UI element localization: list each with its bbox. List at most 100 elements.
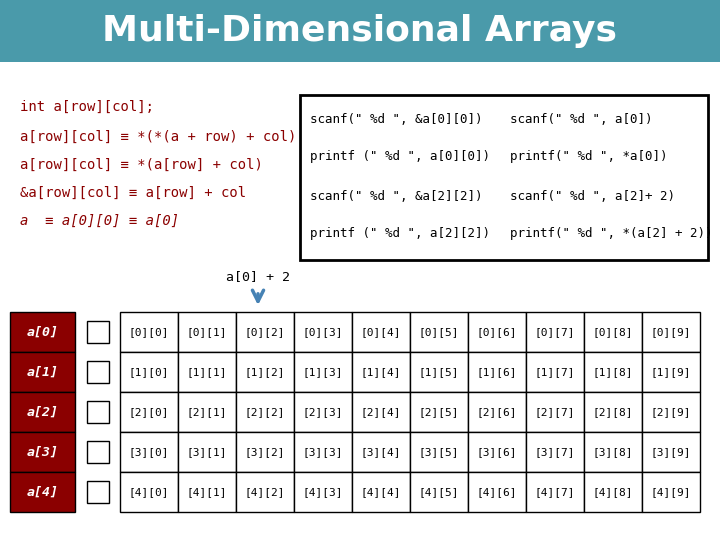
Text: printf(" %d ", *(a[2] + 2)): printf(" %d ", *(a[2] + 2)) xyxy=(510,227,713,240)
Text: printf (" %d ", a[2][2]): printf (" %d ", a[2][2]) xyxy=(310,227,490,240)
Bar xyxy=(87,441,109,463)
Text: [2][8]: [2][8] xyxy=(593,407,634,417)
Bar xyxy=(352,352,410,392)
Text: a[0] + 2: a[0] + 2 xyxy=(226,270,290,283)
Bar xyxy=(410,312,468,352)
Text: [3][0]: [3][0] xyxy=(129,447,169,457)
Bar xyxy=(300,95,708,260)
Bar xyxy=(236,432,294,472)
Text: a  ≡ a[0][0] ≡ a[0]: a ≡ a[0][0] ≡ a[0] xyxy=(20,214,179,228)
Bar xyxy=(87,481,109,503)
Text: scanf(" %d ", &a[0][0]): scanf(" %d ", &a[0][0]) xyxy=(310,113,482,126)
Bar xyxy=(0,0,720,62)
Text: [4][8]: [4][8] xyxy=(593,487,634,497)
Text: a[4]: a[4] xyxy=(27,485,58,498)
Bar xyxy=(352,392,410,432)
Bar xyxy=(294,472,352,512)
Bar xyxy=(410,432,468,472)
Bar xyxy=(642,472,700,512)
Text: [1][9]: [1][9] xyxy=(651,367,691,377)
Bar xyxy=(178,472,236,512)
Text: a[0]: a[0] xyxy=(27,326,58,339)
Bar xyxy=(120,472,178,512)
Text: [2][9]: [2][9] xyxy=(651,407,691,417)
Bar xyxy=(526,352,584,392)
Text: [3][7]: [3][7] xyxy=(535,447,575,457)
Text: [0][0]: [0][0] xyxy=(129,327,169,337)
Text: [4][4]: [4][4] xyxy=(361,487,401,497)
Bar xyxy=(584,312,642,352)
Text: [1][3]: [1][3] xyxy=(302,367,343,377)
Text: [1][6]: [1][6] xyxy=(477,367,517,377)
Text: [3][9]: [3][9] xyxy=(651,447,691,457)
Text: [0][7]: [0][7] xyxy=(535,327,575,337)
Bar xyxy=(468,392,526,432)
Text: [1][7]: [1][7] xyxy=(535,367,575,377)
Bar xyxy=(87,401,109,423)
Text: [4][1]: [4][1] xyxy=(186,487,228,497)
Bar xyxy=(178,352,236,392)
Bar xyxy=(236,352,294,392)
Text: [3][5]: [3][5] xyxy=(419,447,459,457)
Text: [0][4]: [0][4] xyxy=(361,327,401,337)
Text: [4][6]: [4][6] xyxy=(477,487,517,497)
Bar xyxy=(584,472,642,512)
Bar xyxy=(120,312,178,352)
Text: [2][7]: [2][7] xyxy=(535,407,575,417)
Text: a[row][col] ≡ *(a[row] + col): a[row][col] ≡ *(a[row] + col) xyxy=(20,158,263,172)
Text: [1][2]: [1][2] xyxy=(245,367,285,377)
Text: [1][0]: [1][0] xyxy=(129,367,169,377)
Text: [0][8]: [0][8] xyxy=(593,327,634,337)
Text: a[1]: a[1] xyxy=(27,366,58,379)
Text: scanf(" %d ", a[0]): scanf(" %d ", a[0]) xyxy=(510,113,652,126)
Bar xyxy=(410,352,468,392)
Bar xyxy=(87,361,109,383)
Bar xyxy=(10,392,75,432)
Text: [4][0]: [4][0] xyxy=(129,487,169,497)
Bar xyxy=(526,312,584,352)
Text: [2][6]: [2][6] xyxy=(477,407,517,417)
Bar xyxy=(642,432,700,472)
Text: [3][6]: [3][6] xyxy=(477,447,517,457)
Bar xyxy=(120,352,178,392)
Bar xyxy=(642,352,700,392)
Text: scanf(" %d ", &a[2][2]): scanf(" %d ", &a[2][2]) xyxy=(310,190,482,203)
Bar xyxy=(468,472,526,512)
Text: [2][3]: [2][3] xyxy=(302,407,343,417)
Bar xyxy=(178,432,236,472)
Bar xyxy=(178,312,236,352)
Bar xyxy=(584,432,642,472)
Text: scanf(" %d ", a[2]+ 2): scanf(" %d ", a[2]+ 2) xyxy=(510,190,675,203)
Text: a[3]: a[3] xyxy=(27,446,58,458)
Text: [4][2]: [4][2] xyxy=(245,487,285,497)
Text: [0][6]: [0][6] xyxy=(477,327,517,337)
Bar xyxy=(584,392,642,432)
Text: [2][1]: [2][1] xyxy=(186,407,228,417)
Text: [4][7]: [4][7] xyxy=(535,487,575,497)
Bar xyxy=(10,352,75,392)
Text: [0][9]: [0][9] xyxy=(651,327,691,337)
Text: [4][5]: [4][5] xyxy=(419,487,459,497)
Bar xyxy=(468,312,526,352)
Text: [2][0]: [2][0] xyxy=(129,407,169,417)
Bar xyxy=(352,312,410,352)
Text: &a[row][col] ≡ a[row] + col: &a[row][col] ≡ a[row] + col xyxy=(20,186,246,200)
Bar xyxy=(236,312,294,352)
Text: [3][8]: [3][8] xyxy=(593,447,634,457)
Bar xyxy=(410,392,468,432)
Text: [3][4]: [3][4] xyxy=(361,447,401,457)
Bar xyxy=(410,472,468,512)
Bar xyxy=(294,392,352,432)
Text: Multi-Dimensional Arrays: Multi-Dimensional Arrays xyxy=(102,14,618,48)
Bar xyxy=(236,392,294,432)
Text: [0][5]: [0][5] xyxy=(419,327,459,337)
Text: [0][2]: [0][2] xyxy=(245,327,285,337)
Text: a[2]: a[2] xyxy=(27,406,58,419)
Text: [1][5]: [1][5] xyxy=(419,367,459,377)
Text: [3][3]: [3][3] xyxy=(302,447,343,457)
Text: a[row][col] ≡ *(*(a + row) + col): a[row][col] ≡ *(*(a + row) + col) xyxy=(20,130,297,144)
Bar xyxy=(10,312,75,352)
Bar xyxy=(642,312,700,352)
Bar xyxy=(294,432,352,472)
Text: [3][2]: [3][2] xyxy=(245,447,285,457)
